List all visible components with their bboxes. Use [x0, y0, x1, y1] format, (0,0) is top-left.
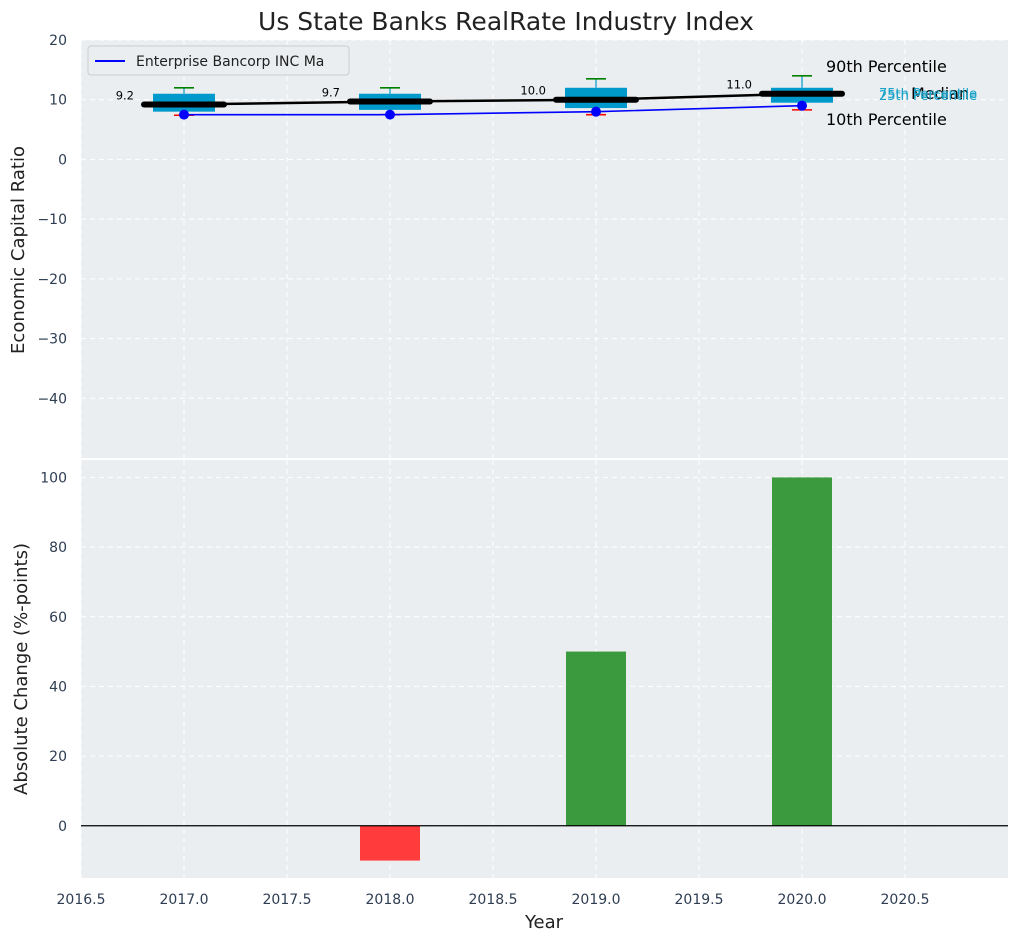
- x-tick-label: 2019.0: [572, 892, 621, 908]
- median-line-path: [183, 92, 803, 106]
- bottom-y-tick-label: 40: [49, 679, 67, 695]
- p10-annotation: 10th Percentile: [826, 110, 947, 129]
- company-point: [385, 109, 395, 120]
- top-grid: [80, 39, 1008, 458]
- top-y-tick-label: 20: [49, 33, 67, 49]
- x-tick-label: 2017.0: [160, 892, 209, 908]
- median-value-label: 9.2: [116, 88, 134, 102]
- median-value-label: 10.0: [520, 84, 546, 98]
- change-bars: [360, 477, 832, 861]
- top-y-tick-label: −30: [37, 332, 67, 348]
- company-point: [797, 100, 807, 111]
- change-bar: [360, 825, 420, 861]
- median-value-label: 9.7: [322, 86, 340, 100]
- x-tick-label: 2017.5: [263, 892, 312, 908]
- x-axis-title: Year: [524, 912, 564, 933]
- bottom-y-tick-label: 20: [49, 749, 67, 765]
- x-tick-label: 2018.0: [366, 892, 415, 908]
- company-series: [179, 100, 807, 120]
- x-ticks: 2016.5 2017.0 2017.5 2018.0 2018.5 2019.0 2019…: [57, 892, 930, 908]
- top-y-tick-label: −10: [37, 212, 67, 228]
- bottom-y-tick-label: 0: [58, 819, 67, 835]
- median-series: [141, 90, 845, 108]
- top-plot-area: [81, 40, 1008, 458]
- bottom-y-ticks: 100 80 60 40 20 0: [40, 470, 67, 834]
- x-tick-label: 2018.5: [469, 892, 518, 908]
- bottom-plot-area: [81, 460, 1008, 878]
- company-line-path: [184, 104, 803, 116]
- bottom-y-axis-title: Absolute Change (%-points): [11, 543, 32, 795]
- x-tick-label: 2016.5: [57, 892, 106, 908]
- median-value-label: 11.0: [726, 78, 752, 92]
- top-y-tick-label: −20: [37, 272, 67, 288]
- x-tick-label: 2019.5: [675, 892, 724, 908]
- chart-title: Us State Banks RealRate Industry Index: [258, 7, 754, 36]
- change-bar: [566, 651, 626, 826]
- p75-annotation: 75th Percentile: [879, 87, 977, 102]
- legend-entry: Enterprise Bancorp INC Ma: [136, 54, 324, 70]
- top-y-tick-label: 10: [49, 93, 67, 109]
- p90-annotation: 90th Percentile: [826, 57, 947, 76]
- top-y-axis-title: Economic Capital Ratio: [8, 146, 29, 354]
- top-y-ticks: 20 10 0 −10 −20 −30 −40: [37, 33, 67, 407]
- company-point: [591, 106, 601, 117]
- top-y-tick-label: 0: [58, 152, 67, 168]
- bottom-y-tick-label: 60: [49, 610, 67, 626]
- bottom-y-tick-label: 80: [49, 540, 67, 556]
- p25-annotation: 25th Percentile: [879, 89, 977, 104]
- legend: Enterprise Bancorp INC Ma: [87, 45, 350, 76]
- x-tick-label: 2020.5: [881, 892, 930, 908]
- bottom-y-tick-label: 100: [40, 470, 67, 486]
- x-tick-label: 2020.0: [778, 892, 827, 908]
- median-labels: 9.2 9.7 10.0 11.0: [116, 78, 752, 103]
- change-bar: [772, 477, 832, 826]
- legend-box: [87, 45, 350, 76]
- median-annotation: Median: [911, 84, 969, 103]
- top-y-tick-label: −40: [37, 391, 67, 407]
- company-point: [179, 109, 189, 120]
